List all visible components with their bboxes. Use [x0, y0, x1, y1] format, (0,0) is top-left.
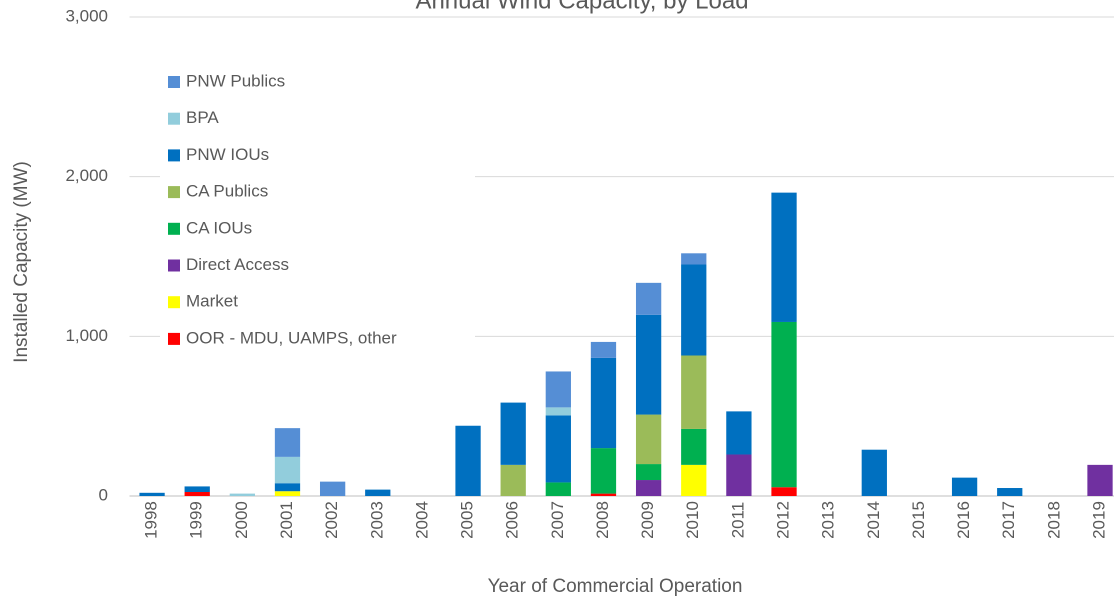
bar-segment	[274, 456, 301, 484]
bar-segment	[319, 481, 346, 496]
bar-segment	[635, 480, 662, 496]
y-tick-label: 2,000	[65, 166, 108, 185]
legend-label: Market	[186, 292, 238, 311]
bar-segment	[545, 371, 571, 408]
legend-label: BPA	[186, 108, 219, 127]
x-tick-label: 2011	[728, 502, 747, 539]
bar-segment	[861, 449, 887, 496]
bar-segment	[726, 411, 752, 455]
bar-segment	[184, 492, 210, 496]
legend-swatch	[168, 332, 180, 345]
legend-label: PNW Publics	[186, 71, 285, 90]
x-tick-label: 2008	[593, 501, 612, 539]
bars	[139, 192, 1113, 496]
legend-swatch	[168, 149, 180, 162]
x-tick-label: 2018	[1044, 501, 1063, 539]
y-tick-label: 1,000	[65, 326, 108, 345]
bar-segment	[590, 341, 617, 358]
bar-segment	[681, 253, 707, 265]
bar-segment	[139, 492, 165, 496]
bar-segment	[500, 402, 526, 465]
bar-segment	[635, 464, 662, 481]
bar-segment	[590, 493, 617, 496]
bar-segment	[635, 282, 662, 315]
bar-segment	[274, 428, 301, 457]
bar-segment	[274, 491, 301, 496]
y-tick-label: 0	[99, 485, 108, 504]
x-tick-label: 2012	[774, 501, 793, 539]
legend-swatch	[168, 112, 180, 125]
x-tick-label: 2010	[683, 501, 702, 539]
legend-label: PNW IOUs	[186, 145, 269, 164]
bar-segment	[184, 486, 210, 493]
bar-segment	[635, 414, 662, 465]
bar-segment	[997, 488, 1023, 496]
bar-segment	[726, 454, 752, 496]
legend-label: CA IOUs	[186, 218, 252, 237]
bar-segment	[500, 464, 526, 496]
x-axis-title: Year of Commercial Operation	[488, 576, 743, 597]
bar-segment	[771, 192, 797, 322]
x-tick-label: 2009	[638, 501, 657, 539]
legend-swatch	[168, 186, 180, 199]
legend-swatch	[168, 76, 180, 88]
x-tick-label: 2003	[367, 501, 386, 539]
bar-segment	[771, 487, 797, 496]
bar-segment	[951, 477, 978, 496]
bar-segment	[681, 264, 707, 356]
x-tick-label: 2015	[909, 501, 928, 539]
legend-swatch	[168, 222, 180, 235]
x-tick-label: 2016	[954, 501, 973, 539]
x-tick-label: 2014	[864, 501, 883, 539]
x-tick-label: 2000	[232, 501, 251, 539]
bar-segment	[365, 489, 391, 496]
legend-label: CA Publics	[186, 182, 268, 201]
bar-segment	[681, 355, 707, 429]
x-tick-label: 2007	[548, 501, 567, 539]
x-tick-label: 2004	[412, 501, 431, 539]
bar-segment	[545, 482, 571, 496]
x-tick-label: 2002	[322, 501, 341, 539]
x-tick-label: 1999	[187, 501, 206, 539]
bar-segment	[681, 464, 707, 496]
chart-title: Annual Wind Capacity, by Load	[415, 0, 748, 14]
x-tick-label: 2019	[1089, 501, 1108, 539]
x-tick-label: 2006	[503, 501, 522, 539]
bar-segment	[771, 321, 797, 488]
y-tick-label: 3,000	[65, 6, 108, 25]
bar-segment	[545, 407, 571, 416]
legend-label: Direct Access	[186, 255, 289, 274]
bar-segment	[1087, 464, 1113, 496]
bar-segment	[635, 314, 662, 415]
bar-segment	[681, 428, 707, 465]
bar-segment	[229, 493, 255, 496]
bar-segment	[590, 448, 617, 494]
x-tick-label: 2013	[819, 501, 838, 539]
x-tick-label: 2005	[458, 501, 477, 539]
bar-segment	[590, 357, 617, 449]
bar-segment	[545, 415, 571, 483]
labels: 0 1,000 2,000 3,000 1998 1999 2000 2001 2002 2003…	[65, 6, 1108, 538]
legend-swatch	[168, 296, 180, 309]
x-tick-label: 1998	[142, 501, 161, 539]
legend-swatch	[168, 259, 180, 272]
legend-label: OOR - MDU, UAMPS, other	[186, 328, 397, 347]
y-axis-title: Installed Capacity (MW)	[11, 161, 32, 363]
legend: PNW Publics BPA PNW IOUs CA Publics CA IOUs D…	[160, 62, 475, 357]
x-tick-label: 2001	[277, 501, 296, 539]
bar-segment	[274, 483, 301, 492]
bar-segment	[455, 425, 481, 496]
legend-background	[160, 62, 475, 357]
x-tick-label: 2017	[999, 501, 1018, 539]
